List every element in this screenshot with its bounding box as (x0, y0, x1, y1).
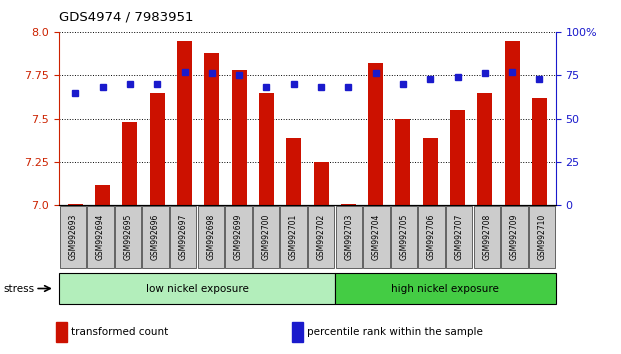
Bar (505, 40, 520, 205)
Text: GSM992707: GSM992707 (455, 214, 464, 261)
Bar (68, 204, 83, 205)
Text: percentile rank within the sample: percentile rank within the sample (307, 327, 483, 337)
Bar (122, 122, 137, 205)
Text: GSM992694: GSM992694 (96, 214, 105, 261)
Text: GSM992702: GSM992702 (317, 214, 325, 260)
Text: GSM992696: GSM992696 (151, 214, 160, 261)
Bar (478, 92, 492, 205)
Text: GSM992709: GSM992709 (510, 214, 519, 261)
Text: GDS4974 / 7983951: GDS4974 / 7983951 (59, 11, 194, 24)
Bar (95, 184, 110, 205)
Bar (150, 92, 165, 205)
Bar (314, 162, 329, 205)
Text: GSM992701: GSM992701 (289, 214, 298, 260)
Text: GSM992700: GSM992700 (261, 214, 271, 261)
Text: GSM992708: GSM992708 (483, 214, 491, 260)
Bar (204, 53, 219, 205)
Bar (177, 40, 192, 205)
Bar (396, 119, 410, 205)
Text: GSM992698: GSM992698 (206, 214, 215, 260)
Text: high nickel exposure: high nickel exposure (391, 284, 499, 293)
Text: transformed count: transformed count (71, 327, 169, 337)
Bar (423, 138, 438, 205)
Bar (368, 63, 383, 205)
Bar (532, 98, 547, 205)
Text: GSM992704: GSM992704 (372, 214, 381, 261)
Text: GSM992697: GSM992697 (179, 214, 188, 261)
Text: GSM992710: GSM992710 (538, 214, 546, 260)
Bar (450, 110, 465, 205)
Bar (286, 138, 301, 205)
Bar (259, 92, 274, 205)
Bar (341, 204, 356, 205)
Text: low nickel exposure: low nickel exposure (145, 284, 248, 293)
Text: GSM992703: GSM992703 (344, 214, 353, 261)
Text: GSM992699: GSM992699 (234, 214, 243, 261)
Text: GSM992705: GSM992705 (399, 214, 409, 261)
Text: stress: stress (3, 284, 34, 293)
Text: GSM992693: GSM992693 (68, 214, 77, 261)
Text: GSM992706: GSM992706 (427, 214, 436, 261)
Bar (232, 70, 247, 205)
Text: GSM992695: GSM992695 (124, 214, 132, 261)
